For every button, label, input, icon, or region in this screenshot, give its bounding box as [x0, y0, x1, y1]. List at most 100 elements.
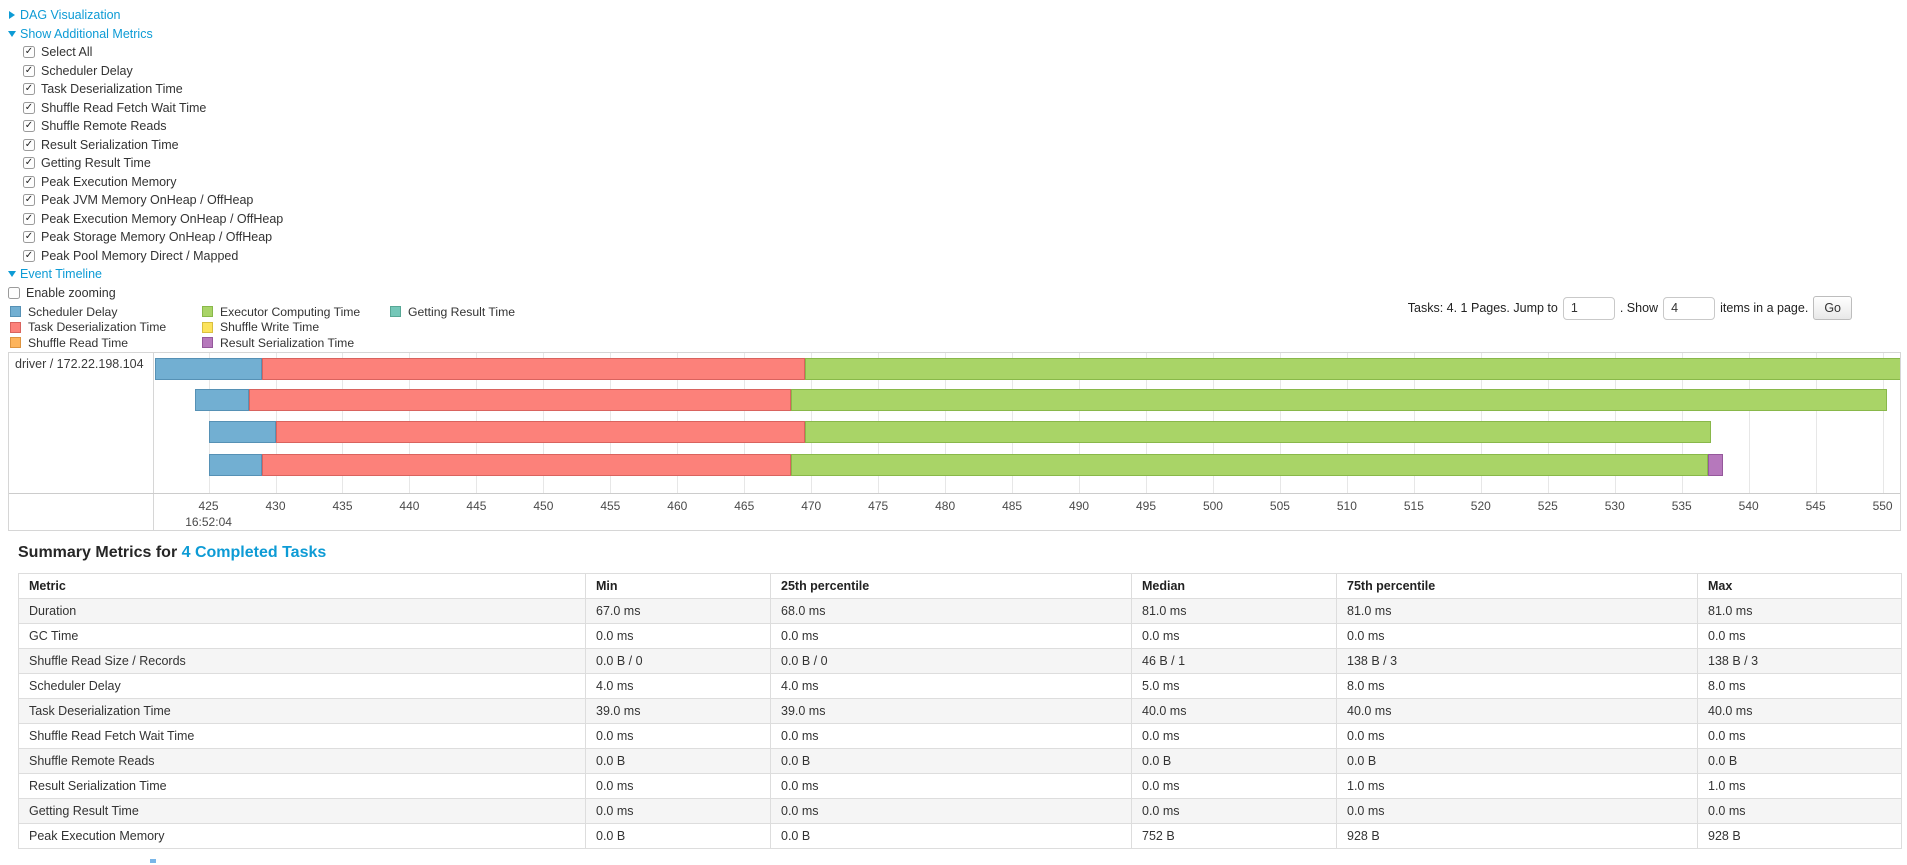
metric-checkbox[interactable]: ✓ [23, 157, 35, 170]
metric-value-cell: 0.0 ms [1336, 623, 1698, 649]
expanded-arrow-icon [8, 271, 16, 278]
task-segment-executor-computing[interactable] [791, 389, 1887, 411]
enable-zooming-checkbox[interactable] [8, 286, 20, 299]
metric-value-cell: 0.0 B / 0 [585, 648, 771, 674]
metric-value-cell: 138 B / 3 [1697, 648, 1902, 674]
task-segment-scheduler-delay[interactable] [155, 358, 263, 380]
metric-checkbox-row: ✓ Peak Execution Memory OnHeap / OffHeap [23, 210, 283, 229]
metric-value-cell: 4.0 ms [770, 673, 1132, 699]
executor-group-label: driver / 172.22.198.104 [15, 357, 144, 371]
task-segment-executor-computing[interactable] [804, 358, 1900, 380]
task-segment-executor-computing[interactable] [804, 421, 1712, 443]
metric-checkbox[interactable]: ✓ [23, 175, 35, 188]
axis-tick-label: 455 [600, 499, 621, 513]
legend-label: Executor Computing Time [220, 304, 361, 319]
metric-value-cell: 138 B / 3 [1336, 648, 1698, 674]
timeline-axis: 425 430 435 440 445 450 455 460 465 470 475 480 485 4… [155, 494, 1900, 530]
metric-checkbox[interactable]: ✓ [23, 212, 35, 225]
metric-name-cell: Duration [18, 598, 586, 624]
task-segment-scheduler-delay[interactable] [195, 389, 249, 411]
metric-value-cell: 0.0 ms [1336, 798, 1698, 824]
metric-checkbox-row: ✓ Getting Result Time [23, 154, 283, 173]
metric-checkbox[interactable]: ✓ [23, 101, 35, 114]
metric-value-cell: 0.0 ms [585, 773, 771, 799]
expanded-arrow-icon [8, 30, 16, 37]
items-per-page-input[interactable] [1663, 296, 1716, 320]
show-additional-metrics-link[interactable]: Show Additional Metrics [20, 26, 153, 41]
metric-value-cell: 0.0 ms [1697, 623, 1902, 649]
task-segment-task-deserialization[interactable] [275, 421, 805, 443]
metric-checkbox-row: ✓ Peak Execution Memory [23, 173, 283, 192]
axis-tick-label: 460 [667, 499, 688, 513]
pagination-suffix-text: items in a page. [1720, 301, 1809, 315]
metric-checkbox[interactable]: ✓ [23, 194, 35, 207]
task-segment-result-serialization[interactable] [1708, 454, 1724, 476]
completed-tasks-link[interactable]: 4 Completed Tasks [181, 544, 327, 561]
metric-name-cell: GC Time [18, 623, 586, 649]
dag-visualization-toggle[interactable]: DAG Visualization [8, 6, 283, 25]
collapsed-arrow-icon [9, 11, 15, 20]
legend-swatch [10, 306, 21, 318]
axis-time-of-day-label: 16:52:04 [185, 515, 232, 529]
metric-value-cell: 0.0 B [585, 823, 771, 849]
legend-label: Shuffle Read Time [28, 335, 129, 350]
metric-checkbox-label: Peak Execution Memory [41, 174, 177, 189]
timeline-axis-separator [9, 493, 1900, 494]
task-segment-scheduler-delay[interactable] [208, 421, 276, 443]
metric-value-cell: 0.0 ms [1131, 798, 1337, 824]
metric-value-cell: 39.0 ms [585, 698, 771, 724]
metric-checkbox[interactable]: ✓ [23, 64, 35, 77]
metric-name-cell: Getting Result Time [18, 798, 586, 824]
metric-checkbox[interactable]: ✓ [23, 120, 35, 133]
metric-checkbox-row: ✓ Select All [23, 43, 283, 62]
timeline-plot-area [155, 353, 1900, 493]
table-row: GC Time 0.0 ms 0.0 ms 0.0 ms 0.0 ms 0.0 ms [18, 623, 1902, 649]
axis-tick-label: 540 [1738, 499, 1759, 513]
metric-value-cell: 752 B [1131, 823, 1337, 849]
go-button[interactable]: Go [1813, 296, 1852, 320]
dag-visualization-link[interactable]: DAG Visualization [20, 8, 121, 22]
metric-checkbox-row: ✓ Shuffle Remote Reads [23, 117, 283, 136]
axis-tick-label: 475 [868, 499, 889, 513]
metric-value-cell: 40.0 ms [1697, 698, 1902, 724]
metric-value-cell: 0.0 ms [770, 723, 1132, 749]
task-segment-scheduler-delay[interactable] [208, 454, 263, 476]
legend-swatch [202, 321, 213, 333]
clipped-next-section [150, 859, 156, 863]
metric-value-cell: 0.0 ms [770, 773, 1132, 799]
legend-column: Executor Computing Time Shuffle Write Tim… [202, 304, 390, 351]
metric-value-cell: 928 B [1336, 823, 1698, 849]
event-timeline-toggle[interactable]: Event Timeline [8, 265, 283, 284]
table-row: Shuffle Remote Reads 0.0 B 0.0 B 0.0 B 0.0 B… [18, 748, 1902, 774]
metric-checkbox[interactable]: ✓ [23, 138, 35, 151]
metric-checkbox[interactable]: ✓ [23, 46, 35, 59]
metric-checkbox[interactable]: ✓ [23, 231, 35, 244]
legend-label: Scheduler Delay [28, 304, 118, 319]
axis-tick-label: 440 [399, 499, 420, 513]
metric-checkbox-label: Select All [41, 45, 93, 59]
jump-to-page-input[interactable] [1562, 296, 1615, 320]
metric-value-cell: 0.0 ms [1131, 623, 1337, 649]
metric-checkbox[interactable]: ✓ [23, 249, 35, 262]
axis-tick-label: 470 [801, 499, 822, 513]
table-row: Peak Execution Memory 0.0 B 0.0 B 752 B 928 … [18, 823, 1902, 849]
table-header-cell: 75th percentile [1336, 573, 1698, 599]
event-timeline-link[interactable]: Event Timeline [20, 267, 102, 281]
summary-metrics-title: Summary Metrics for 4 Completed Tasks [18, 544, 326, 562]
legend-swatch [390, 306, 401, 318]
task-segment-executor-computing[interactable] [791, 454, 1709, 476]
table-row: Result Serialization Time 0.0 ms 0.0 ms 0.0… [18, 773, 1902, 799]
metric-name-cell: Task Deserialization Time [18, 698, 586, 724]
table-header-cell: Median [1131, 573, 1337, 599]
show-additional-metrics-toggle[interactable]: Show Additional Metrics [8, 25, 283, 44]
metric-value-cell: 0.0 B [770, 823, 1132, 849]
task-segment-task-deserialization[interactable] [262, 358, 805, 380]
metric-value-cell: 0.0 ms [1336, 723, 1698, 749]
task-segment-task-deserialization[interactable] [262, 454, 792, 476]
metric-value-cell: 40.0 ms [1131, 698, 1337, 724]
timeline-group-column: driver / 172.22.198.104 [9, 353, 154, 530]
metric-checkbox-label: Peak JVM Memory OnHeap / OffHeap [41, 193, 254, 207]
metric-value-cell: 1.0 ms [1336, 773, 1698, 799]
task-segment-task-deserialization[interactable] [248, 389, 792, 411]
metric-checkbox[interactable]: ✓ [23, 83, 35, 96]
